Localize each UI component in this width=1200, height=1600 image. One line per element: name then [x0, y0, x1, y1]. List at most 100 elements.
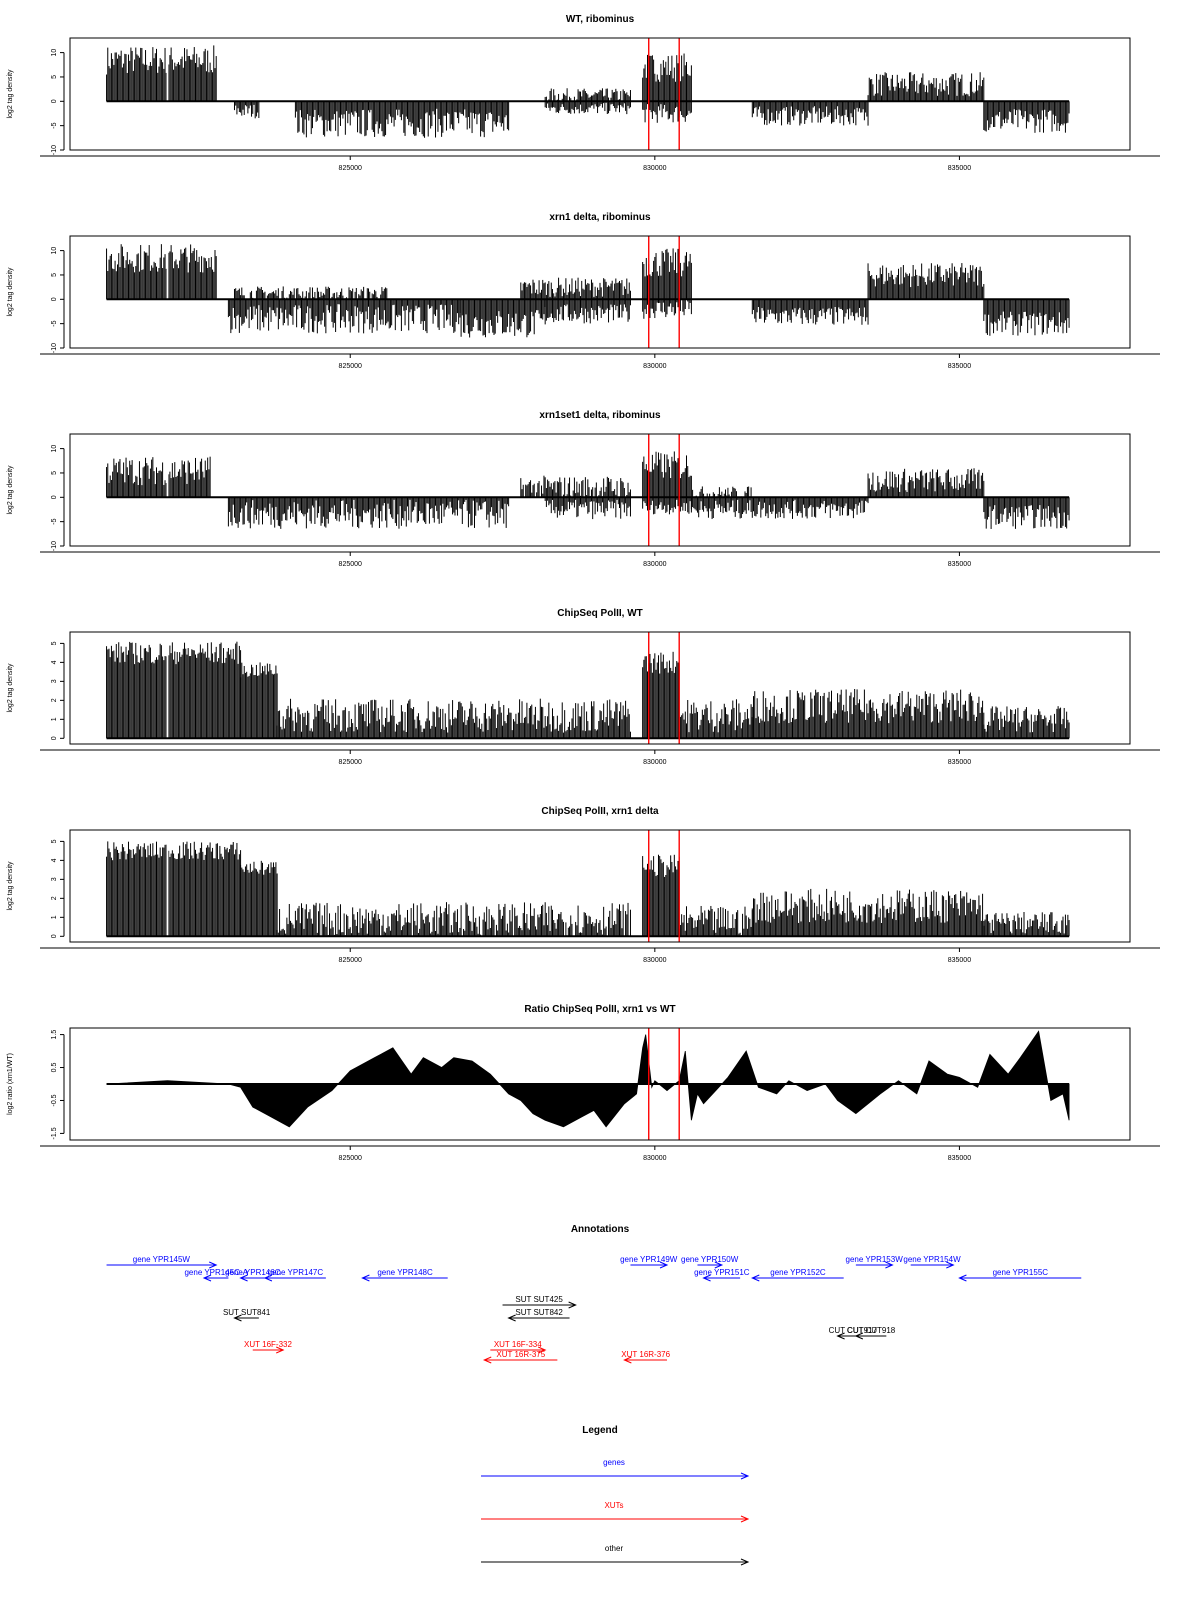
- x-tick-label: 830000: [643, 1155, 666, 1162]
- segment-1-2: [544, 299, 631, 324]
- segment-0-3: [690, 486, 753, 498]
- x-tick-label: 830000: [643, 363, 666, 370]
- segment-0-0: [106, 244, 217, 300]
- feature-label: XUT 16R-375: [496, 1350, 545, 1359]
- arrow-head: [836, 1332, 845, 1340]
- segment-0-1: [233, 286, 388, 300]
- x-tick-label: 835000: [948, 363, 971, 370]
- segment-1-0: [233, 101, 260, 119]
- segment-1-2: [642, 497, 692, 515]
- y-axis: -10 -5 0 5 10: [51, 49, 65, 155]
- segment-0-4: [867, 468, 985, 498]
- data-marks: [106, 834, 1070, 938]
- segment-0-4: [678, 905, 753, 937]
- feature-label: gene YPR153W: [846, 1255, 904, 1264]
- y-tick-label: 3: [51, 679, 58, 683]
- series-0: [106, 841, 1070, 937]
- y-tick-label: 10: [51, 49, 58, 57]
- legend-label: genes: [603, 1458, 625, 1467]
- data-marks: [106, 636, 1070, 740]
- y-tick-label: 5: [51, 641, 58, 645]
- feature-xut: XUT 16F-332: [244, 1340, 292, 1354]
- segment-1-1: [294, 101, 510, 138]
- feature-gene: gene YPR154W: [903, 1255, 961, 1269]
- segment-1-2: [544, 101, 631, 115]
- arrow-head: [507, 1314, 516, 1322]
- segment-1-3: [642, 299, 692, 319]
- y-axis: -1.5 -0.5 0.5 1.5: [51, 1030, 65, 1139]
- x-axis: 825000 830000 835000: [40, 353, 1160, 370]
- y-tick-label: 3: [51, 877, 58, 881]
- panel-ratio: Ratio ChipSeq PolII, xrn1 vs WT log2 rati…: [7, 1004, 1160, 1162]
- segment-1-1: [544, 497, 631, 520]
- y-axis: 0 1 2 3 4 5: [51, 839, 65, 938]
- feature-label: XUT 16F-332: [244, 1340, 292, 1349]
- y-tick-label: 5: [51, 839, 58, 843]
- feature-label: gene YPR147C: [268, 1268, 324, 1277]
- x-axis: 825000 830000 835000: [40, 155, 1160, 172]
- feature-other: SUT SUT841: [223, 1308, 271, 1322]
- segment-0-0: [106, 641, 242, 739]
- arrow-head: [702, 1274, 711, 1282]
- segment-0-3: [642, 651, 680, 739]
- feature-gene: gene YPR153W: [846, 1255, 904, 1269]
- segment-1-0: [227, 299, 461, 334]
- plot-frame: [69, 829, 1131, 943]
- segment-0-2: [276, 698, 631, 739]
- panel-chip_wt: ChipSeq PolII, WT log2 tag density 0 1 2 3 4 5 8…: [7, 608, 1160, 766]
- y-axis: 0 1 2 3 4 5: [51, 641, 65, 740]
- x-axis: 825000 830000 835000: [40, 551, 1160, 568]
- annotations-title: Annotations: [571, 1224, 630, 1235]
- panel-wt: WT, ribominus log2 tag density -10 -5 0 5 10 82…: [7, 14, 1160, 172]
- ratio-area: [106, 1030, 1070, 1128]
- x-axis: 825000 830000 835000: [40, 1145, 1160, 1162]
- segment-0-5: [751, 688, 985, 739]
- arrow-head: [854, 1332, 864, 1340]
- panel-title: WT, ribominus: [566, 14, 635, 25]
- plot-frame: [69, 37, 1131, 151]
- y-tick-label: -5: [51, 518, 58, 524]
- feature-xut: XUT 16F-334: [490, 1340, 547, 1354]
- y-tick-label: -1.5: [51, 1127, 58, 1139]
- arrow-head: [714, 1261, 724, 1269]
- arrow-head: [239, 1274, 248, 1282]
- series-0: [106, 451, 985, 498]
- y-tick-label: 5: [51, 471, 58, 475]
- arrow-head: [568, 1301, 577, 1309]
- data-marks: [106, 240, 1070, 338]
- panel-xrn1: xrn1 delta, ribominus log2 tag density -10…: [7, 212, 1160, 370]
- segment-1-3: [642, 101, 692, 123]
- panel-xrn1set1: xrn1set1 delta, ribominus log2 tag densit…: [7, 410, 1160, 568]
- legend-arrow-head: [740, 1472, 750, 1480]
- plot-frame: [69, 631, 1131, 745]
- segment-0-0: [106, 456, 211, 498]
- legend-item: genes: [481, 1458, 750, 1480]
- x-axis: 825000 830000 835000: [40, 947, 1160, 964]
- segment-0-4: [867, 263, 985, 300]
- feature-gene: gene YPR148C: [361, 1268, 448, 1282]
- y-tick-label: 5: [51, 273, 58, 277]
- arrow-head: [623, 1356, 632, 1364]
- x-tick-label: 825000: [339, 957, 362, 964]
- segment-0-5: [751, 888, 985, 937]
- feature-label: gene YPR148C: [377, 1268, 433, 1277]
- y-axis-label: log2 tag density: [7, 267, 14, 317]
- y-axis-label: log2 tag density: [7, 663, 14, 713]
- y-tick-label: 0: [51, 99, 58, 103]
- feature-gene: gene YPR147C: [263, 1268, 326, 1282]
- segment-0-2: [642, 451, 692, 498]
- feature-label: XUT 16R-376: [621, 1350, 670, 1359]
- data-marks: [106, 1030, 1070, 1128]
- feature-label: XUT 16F-334: [494, 1340, 542, 1349]
- feature-label: gene YPR154W: [903, 1255, 961, 1264]
- arrow-head: [263, 1274, 273, 1282]
- series-1: [227, 299, 1070, 338]
- feature-label: CUT CUT917: [829, 1326, 878, 1335]
- segment-1-5: [983, 101, 1070, 133]
- arrow-head: [209, 1261, 218, 1269]
- y-tick-label: -5: [51, 122, 58, 128]
- data-marks: [106, 438, 1070, 529]
- plot-frame: [69, 1027, 1131, 1141]
- x-tick-label: 825000: [339, 759, 362, 766]
